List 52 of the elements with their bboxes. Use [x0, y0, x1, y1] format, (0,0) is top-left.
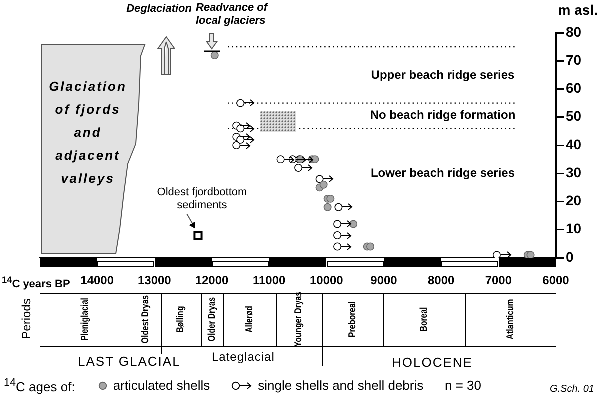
x-tick-label: 11000 — [252, 274, 286, 288]
text: Lateglacial — [212, 350, 275, 364]
y-tick-label: 30 — [566, 164, 582, 180]
y-tick-label: 50 — [566, 108, 582, 124]
x-tick-label: 6000 — [542, 274, 570, 288]
y-tick-label: 20 — [566, 192, 582, 209]
text: Readvance of local glaciers — [196, 2, 270, 28]
x-tick-label: 7000 — [485, 274, 512, 288]
text: HOLOCENE — [392, 355, 473, 370]
legend-label: single shells and shell debris — [258, 378, 424, 394]
x-tick-label: 12000 — [195, 274, 230, 288]
x-tick-label: 8000 — [428, 274, 456, 288]
annotation: Lower beach ridge series — [370, 166, 516, 180]
point — [324, 203, 332, 212]
annotation: No beach ridge formation — [369, 108, 517, 122]
point — [526, 251, 535, 258]
y-axis-title: m asl. — [558, 2, 598, 18]
x-tick-label: 9000 — [370, 274, 398, 288]
text: Preboreal — [347, 302, 358, 338]
y-tick-label: 60 — [566, 80, 582, 96]
y-tick-label: 0 — [566, 248, 574, 265]
text: Pleniglacial — [80, 298, 91, 341]
legend-title: $^{14}$C ages of: — [4, 377, 76, 394]
point — [326, 194, 335, 203]
annotation: Glaciation of fjords and adjacent valleys — [48, 78, 128, 188]
x-tick-label: 14000 — [80, 274, 114, 288]
text: Periods — [18, 298, 33, 340]
text: Atlanticum — [504, 299, 516, 340]
legend-label: articulated shells — [113, 378, 210, 394]
point — [366, 242, 375, 251]
point — [210, 52, 219, 60]
text: Oldest Dryas — [140, 295, 151, 344]
text: LAST GLACIAL — [78, 354, 181, 369]
point — [194, 230, 203, 240]
text: Allerød — [244, 306, 256, 333]
y-tick-label: 80 — [566, 24, 582, 40]
point — [320, 180, 328, 189]
text: Deglaciation — [126, 3, 192, 15]
y-tick-label: 40 — [566, 136, 582, 152]
annotation: Upper beach ridge series — [370, 68, 516, 82]
x-axis-title: $^{14}$C years BP — [2, 275, 70, 291]
point — [350, 220, 358, 228]
text: n = 30 — [445, 378, 482, 393]
text: Boreal — [418, 307, 430, 332]
text: G.Sch. 01 — [550, 384, 594, 395]
x-tick-label: 13000 — [138, 274, 172, 288]
y-tick-label: 10 — [566, 220, 582, 237]
text: Older Dryas — [206, 297, 218, 342]
text: Oldest fjordbottom sediments — [157, 186, 248, 212]
y-tick-label: 70 — [566, 52, 582, 68]
text: Bølling — [175, 306, 186, 333]
x-tick-label: 10000 — [310, 274, 344, 288]
